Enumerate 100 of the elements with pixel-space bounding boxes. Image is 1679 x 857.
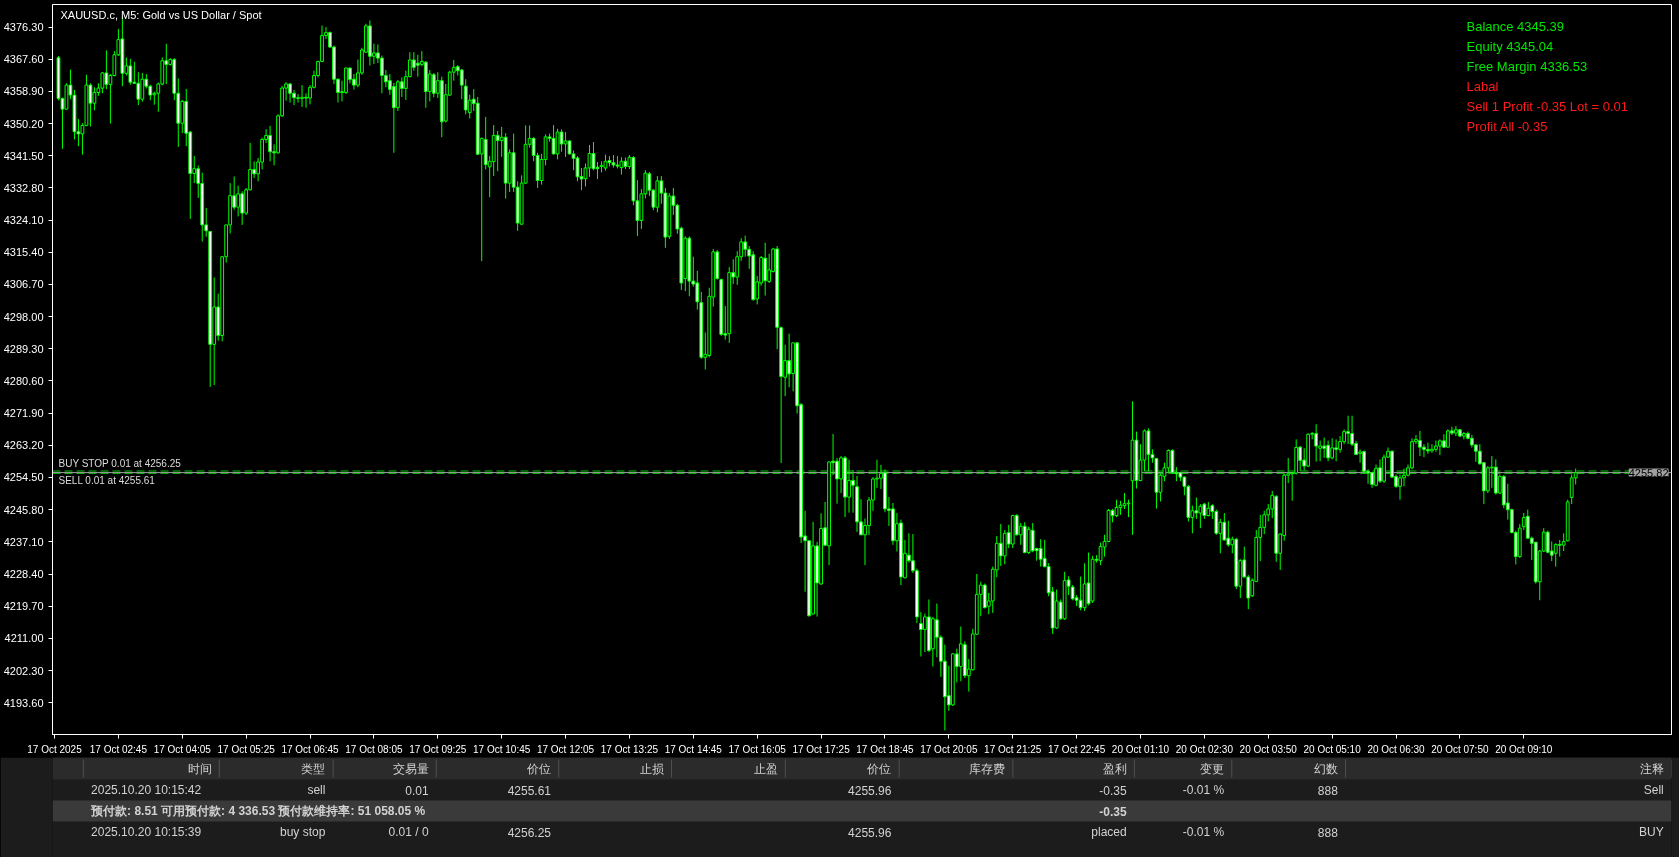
candlestick bbox=[1298, 445, 1303, 472]
text: BUY bbox=[1639, 825, 1664, 839]
x-tick-label: 17 Oct 16:05 bbox=[728, 743, 787, 755]
candlestick bbox=[1434, 440, 1438, 453]
category-label: 时间 bbox=[187, 761, 212, 776]
x-tick-label: 17 Oct 17:25 bbox=[792, 743, 851, 755]
y-tick-label: 4245.80 bbox=[3, 503, 44, 516]
y-tick-label: 4202.30 bbox=[3, 664, 44, 677]
candlestick bbox=[563, 131, 568, 158]
candlestick bbox=[136, 71, 141, 106]
text: placed bbox=[1091, 825, 1127, 839]
category-label: 类型 bbox=[301, 761, 326, 776]
candlestick bbox=[268, 125, 272, 162]
y-tick-label: 4289.30 bbox=[3, 342, 44, 355]
y-tick-label: 4376.30 bbox=[3, 21, 44, 34]
x-tick-label: 17 Oct 2025 bbox=[27, 743, 83, 755]
candlestick bbox=[1446, 428, 1450, 449]
candlestick bbox=[240, 190, 245, 226]
category-label: 库存费 bbox=[969, 761, 1006, 776]
y-tick-label: 4219.70 bbox=[3, 600, 44, 613]
candlestick bbox=[958, 626, 963, 682]
y-tick-label: 4271.90 bbox=[3, 407, 44, 420]
candlestick bbox=[1086, 552, 1091, 606]
candlestick bbox=[1002, 529, 1007, 565]
text: 4256.25 bbox=[507, 825, 552, 840]
category-label: 盈利 bbox=[1102, 761, 1127, 776]
candlestick bbox=[1426, 442, 1430, 455]
annotation: Labal bbox=[1466, 79, 1499, 94]
text: 0.01 bbox=[405, 783, 429, 798]
y-tick-label: 4367.60 bbox=[3, 53, 44, 66]
candlestick bbox=[1430, 443, 1434, 454]
candlestick bbox=[431, 72, 436, 98]
x-tick-label: 20 Oct 03:50 bbox=[1239, 743, 1298, 755]
x-tick-label: 17 Oct 22:45 bbox=[1047, 743, 1106, 755]
category-label: 止盈 bbox=[753, 761, 778, 776]
category-label: 注释 bbox=[1639, 761, 1664, 776]
candlestick bbox=[92, 86, 97, 111]
candlestick bbox=[1418, 430, 1422, 457]
x-tick-label: 17 Oct 02:45 bbox=[89, 743, 148, 755]
candlestick bbox=[559, 128, 564, 153]
candlestick bbox=[1438, 438, 1442, 456]
x-tick-label: 17 Oct 09:25 bbox=[409, 743, 467, 755]
candlestick bbox=[495, 130, 500, 172]
text: 4255.96 bbox=[848, 825, 892, 840]
y-tick-label: 4228.40 bbox=[3, 568, 44, 580]
ref-line-label: 4255.82 bbox=[1628, 466, 1669, 479]
y-tick-label: 4254.50 bbox=[3, 471, 44, 484]
candlestick bbox=[1026, 526, 1031, 555]
candlestick bbox=[743, 235, 748, 258]
x-tick-label: 17 Oct 14:45 bbox=[664, 743, 723, 755]
text: 888 bbox=[1317, 825, 1338, 840]
candlestick bbox=[104, 49, 109, 90]
category-label: 幻数 bbox=[1313, 761, 1338, 776]
chart-title: XAUUSD.c, M5: Gold vs US Dollar / Spot bbox=[60, 8, 262, 21]
candlestick bbox=[847, 459, 851, 514]
text: -0.35 bbox=[1099, 804, 1127, 819]
candlestick bbox=[1170, 448, 1175, 475]
candlestick bbox=[88, 82, 93, 128]
candlestick bbox=[1553, 542, 1558, 568]
ref-line-label: BUY STOP 0.01 at 4256.25 bbox=[58, 458, 182, 470]
annotation: Sell 1 Profit -0.35 Lot = 0.01 bbox=[1466, 99, 1629, 114]
candlestick bbox=[1226, 520, 1231, 548]
category-label: 变更 bbox=[1200, 761, 1225, 776]
y-tick-label: 4332.80 bbox=[3, 181, 44, 194]
annotation: Profit All -0.35 bbox=[1466, 119, 1548, 134]
x-tick-label: 17 Oct 13:25 bbox=[600, 743, 659, 755]
candlestick bbox=[1326, 440, 1331, 462]
candlestick bbox=[100, 71, 105, 94]
y-tick-label: 4358.90 bbox=[3, 85, 44, 98]
text: -0.01 % bbox=[1182, 825, 1225, 839]
x-tick-label: 20 Oct 09:10 bbox=[1495, 743, 1553, 755]
x-tick-label: 17 Oct 18:45 bbox=[856, 743, 915, 755]
category-label: 价位 bbox=[526, 761, 552, 776]
candlestick bbox=[300, 84, 304, 108]
y-tick-label: 4211.00 bbox=[4, 632, 44, 645]
x-tick-label: 17 Oct 10:45 bbox=[473, 743, 531, 755]
text: buy stop bbox=[280, 825, 326, 839]
y-tick-label: 4263.20 bbox=[3, 439, 44, 452]
x-tick-label: 17 Oct 06:45 bbox=[281, 743, 340, 755]
x-tick-label: 20 Oct 01:10 bbox=[1111, 743, 1170, 755]
x-tick-label: 17 Oct 04:05 bbox=[153, 743, 212, 755]
x-tick-label: 17 Oct 05:25 bbox=[217, 743, 276, 755]
candlestick bbox=[1030, 522, 1035, 553]
text: 0.01 / 0 bbox=[388, 825, 429, 839]
candlestick bbox=[415, 54, 420, 78]
candlestick bbox=[787, 333, 792, 388]
y-tick-label: 4306.70 bbox=[3, 278, 44, 291]
text: 4255.61 bbox=[507, 783, 552, 798]
annotation: Balance 4345.39 bbox=[1466, 19, 1565, 34]
y-tick-label: 4350.20 bbox=[3, 117, 44, 130]
candlestick bbox=[1322, 437, 1327, 459]
text: 2025.10.20 10:15:42 bbox=[91, 783, 202, 797]
candlestick bbox=[555, 128, 560, 160]
candlestick bbox=[296, 93, 300, 103]
category-label: 价位 bbox=[866, 761, 892, 776]
text: -0.35 bbox=[1099, 783, 1127, 798]
candlestick bbox=[998, 523, 1003, 567]
text: 4255.96 bbox=[848, 783, 892, 798]
text: -0.01 % bbox=[1182, 783, 1225, 797]
y-tick-label: 4280.60 bbox=[3, 374, 44, 387]
